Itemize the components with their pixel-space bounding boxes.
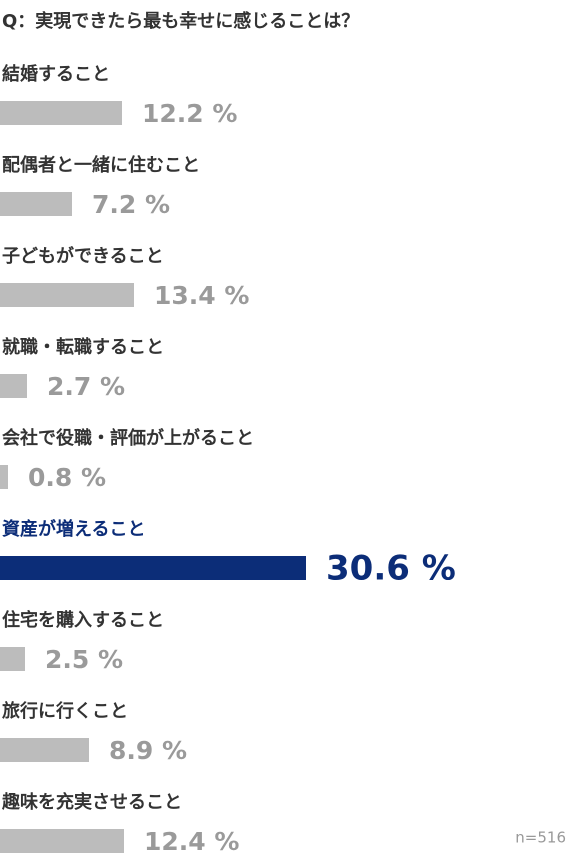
value-label: 2.7 % <box>47 372 125 401</box>
value-label: 12.2 % <box>142 99 237 128</box>
value-label: 0.8 % <box>28 463 106 492</box>
bar <box>0 283 134 307</box>
sample-note: n=516 <box>515 829 566 847</box>
chart-title: Q：実現できたら最も幸せに感じることは？ <box>2 10 359 32</box>
value-label: 30.6 % <box>326 549 456 589</box>
bar <box>0 829 124 853</box>
category-label: 就職・転職すること <box>2 336 164 358</box>
bar <box>0 192 72 216</box>
category-label: 子どもができること <box>2 245 164 267</box>
category-label: 資産が増えること <box>2 518 145 540</box>
value-label: 7.2 % <box>92 190 170 219</box>
category-label: 結婚すること <box>2 63 110 85</box>
category-label: 住宅を購入すること <box>2 609 164 631</box>
category-label: 旅行に行くこと <box>2 700 128 722</box>
bar <box>0 556 306 580</box>
value-label: 12.4 % <box>144 827 239 856</box>
bar <box>0 101 122 125</box>
category-label: 会社で役職・評価が上がること <box>2 427 254 449</box>
bar <box>0 465 8 489</box>
bar <box>0 647 25 671</box>
value-label: 2.5 % <box>45 645 123 674</box>
value-label: 13.4 % <box>154 281 249 310</box>
value-label: 8.9 % <box>109 736 187 765</box>
category-label: 配偶者と一緒に住むこと <box>2 154 200 176</box>
bar <box>0 374 27 398</box>
category-label: 趣味を充実させること <box>1 791 182 813</box>
bar <box>0 738 89 762</box>
